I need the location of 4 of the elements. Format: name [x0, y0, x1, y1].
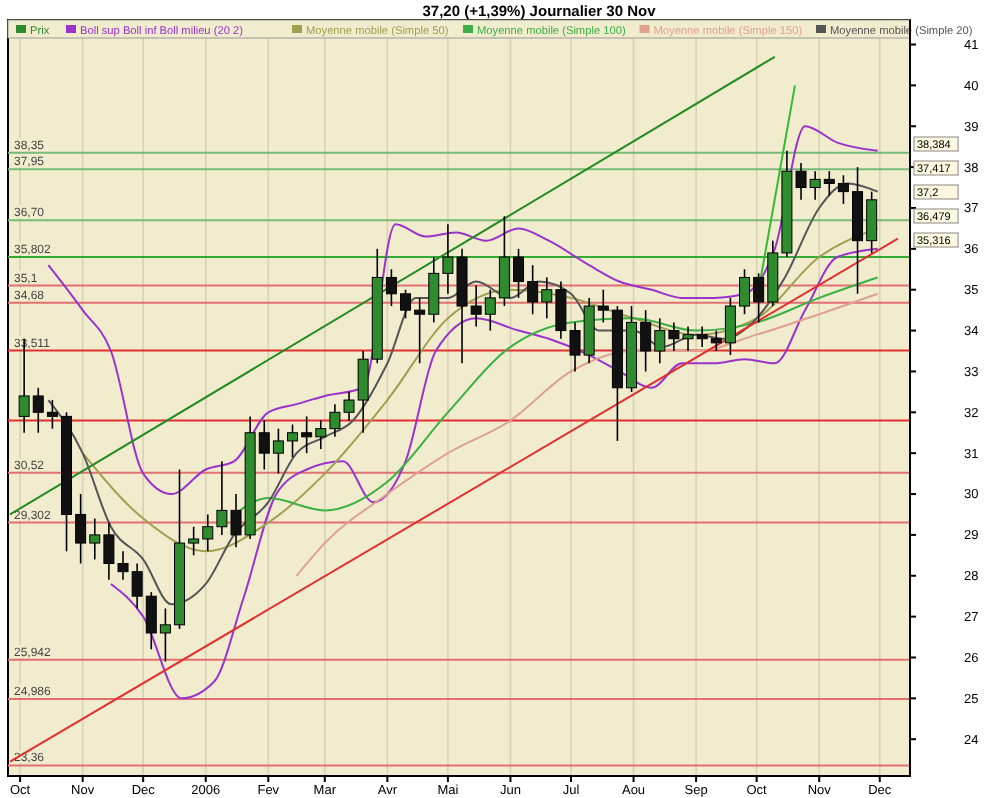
line-series	[47, 182, 879, 606]
line-series	[295, 292, 879, 577]
line-series	[109, 247, 879, 700]
line-series	[47, 125, 879, 496]
